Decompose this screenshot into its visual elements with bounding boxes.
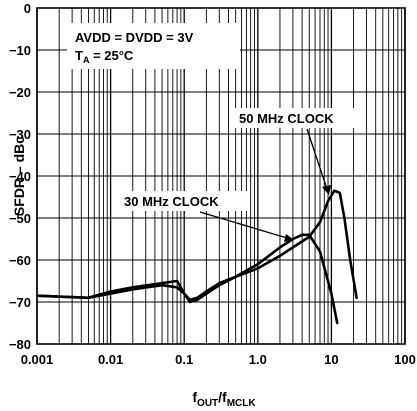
conditions-supply: AVDD = DVDD = 3V — [75, 30, 194, 45]
y-tick-label: −60 — [9, 253, 31, 268]
series-layer — [37, 189, 358, 325]
x-tick-label: 100 — [394, 352, 416, 367]
label-50mhz-bg — [233, 108, 362, 128]
y-tick-label: −70 — [9, 295, 31, 310]
y-tick-label: −30 — [9, 127, 31, 142]
y-axis-title: SFDR – dBc — [11, 136, 27, 216]
series-line-30mhz — [37, 233, 339, 325]
arrowhead-30mhz — [284, 234, 294, 242]
conditions-temperature: TA = 25°C — [75, 48, 134, 65]
x-tick-label: 10 — [324, 352, 338, 367]
y-tick-label: −20 — [9, 85, 31, 100]
arrow-30mhz — [199, 211, 288, 239]
conditions-box — [67, 23, 240, 69]
y-tick-label: −10 — [9, 43, 31, 58]
series-line-50mhz — [37, 189, 358, 302]
x-tick-labels: 0.001 0.01 0.1 1.0 10 100 — [21, 352, 416, 367]
arrowhead-50mhz — [322, 185, 331, 195]
x-axis-title: fOUT/fMCLK — [192, 389, 256, 409]
label-30mhz-clock: 30 MHz CLOCK — [124, 194, 219, 209]
arrow-50mhz — [306, 128, 328, 190]
y-tick-label: 0 — [24, 1, 31, 16]
y-tick-label: −40 — [9, 169, 31, 184]
y-tick-labels: 0 −10 −20 −30 −40 −50 −60 −70 −80 — [9, 1, 31, 352]
x-tick-label: 0.01 — [98, 352, 123, 367]
x-tick-label: 0.1 — [175, 352, 193, 367]
plot-frame — [36, 7, 406, 345]
label-30mhz-bg — [118, 191, 247, 211]
x-tick-label: 1.0 — [249, 352, 267, 367]
x-tick-label: 0.001 — [21, 352, 54, 367]
y-tick-label: −80 — [9, 337, 31, 352]
y-tick-label: −50 — [9, 211, 31, 226]
label-50mhz-clock: 50 MHz CLOCK — [239, 111, 334, 126]
